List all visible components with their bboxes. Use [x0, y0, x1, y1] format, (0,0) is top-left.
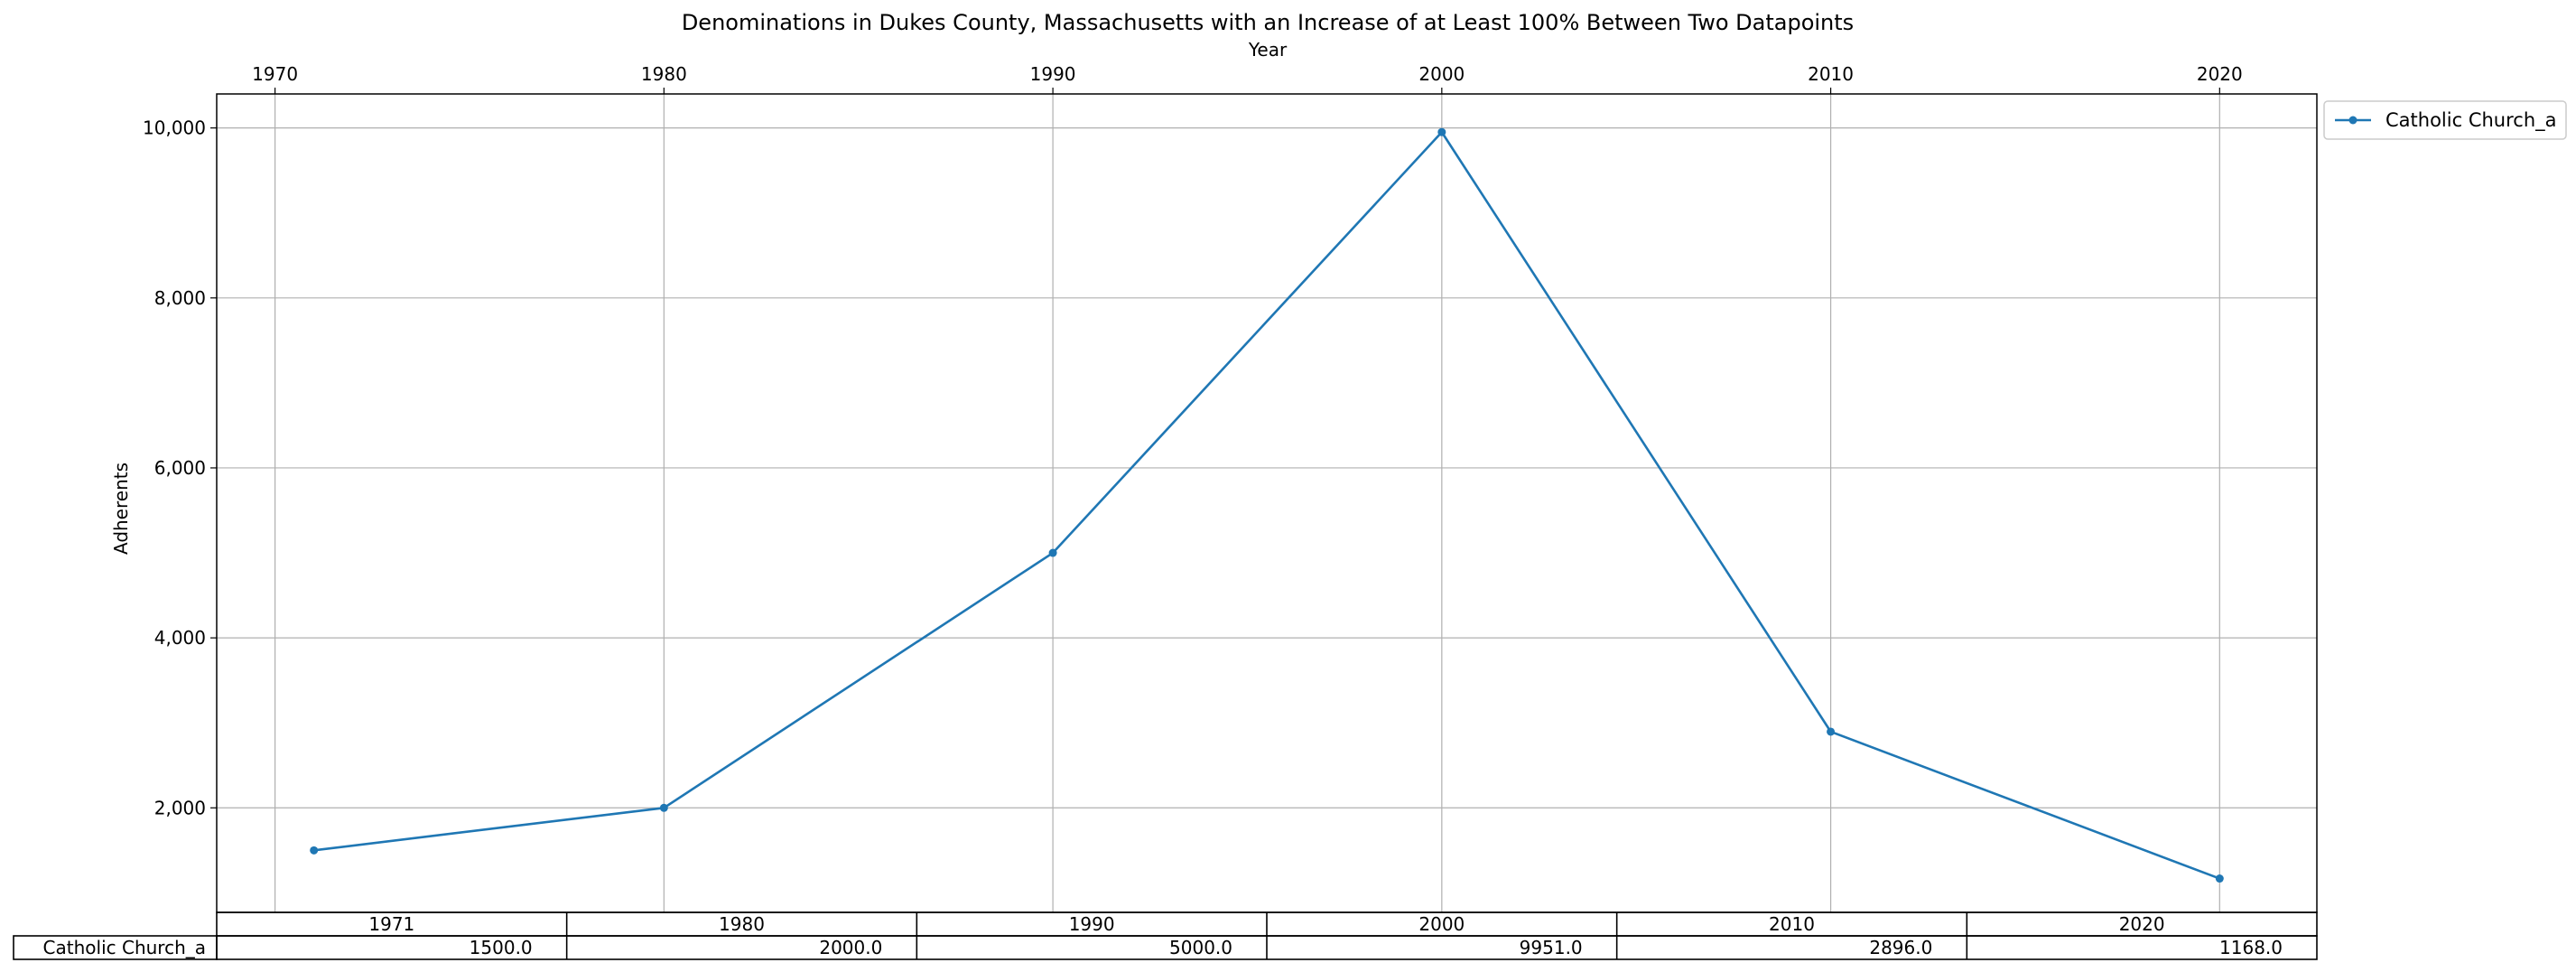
legend-marker-swatch: [2348, 116, 2357, 125]
table-row-label: Catholic Church_a: [43, 937, 206, 958]
series-line: [313, 130, 2220, 880]
data-point: [1048, 548, 1057, 557]
x-tick-label: 2000: [1418, 63, 1465, 85]
grid: [217, 94, 2317, 912]
y-tick-label: 6,000: [154, 457, 206, 479]
x-tick-label: 2020: [2197, 63, 2243, 85]
table-column-header: 1990: [1069, 913, 1115, 935]
data-point: [659, 803, 668, 812]
table-cell: 9951.0: [1520, 937, 1583, 958]
data-table: Catholic Church_a 1971 1500.0 1980 2000.0 199…: [13, 911, 2318, 960]
y-tick-label: 2,000: [154, 797, 206, 818]
data-point: [310, 846, 319, 855]
table-cell: 1168.0: [2219, 937, 2283, 958]
table-column-header: 1980: [719, 913, 765, 935]
axis-ticks: 1970 1980 1990 2000 2010 2020 2,000 4,000 6,000 8…: [143, 63, 2243, 818]
x-tick-label: 1970: [252, 63, 298, 85]
x-tick-label: 1980: [641, 63, 687, 85]
table-cell: 2896.0: [1869, 937, 1932, 958]
data-point: [2215, 874, 2224, 883]
table-row-label-cell: [13, 935, 218, 960]
table-column-header: 2020: [2119, 913, 2165, 935]
legend-box: [2323, 100, 2567, 140]
table-cell: 5000.0: [1169, 937, 1232, 958]
legend-label: Catholic Church_a: [2385, 109, 2557, 132]
data-point: [1827, 727, 1836, 736]
series-layer: [310, 127, 2224, 883]
chart-title: Denominations in Dukes County, Massachus…: [682, 10, 1854, 35]
table-column-header: 2000: [1418, 913, 1465, 935]
y-tick-label: 10,000: [143, 117, 206, 139]
x-axis-label: Year: [1248, 39, 1288, 61]
table-cell: 1500.0: [470, 937, 533, 958]
table-column-header: 1971: [368, 913, 414, 935]
data-point: [1437, 127, 1446, 136]
table-cell: 2000.0: [819, 937, 882, 958]
y-axis-label: Adherents: [110, 463, 132, 555]
x-tick-label: 1990: [1030, 63, 1076, 85]
legend: Catholic Church_a: [2323, 100, 2567, 140]
y-tick-label: 4,000: [154, 627, 206, 649]
y-tick-label: 8,000: [154, 287, 206, 309]
table-column-header: 2010: [1769, 913, 1815, 935]
x-tick-label: 2010: [1808, 63, 1854, 85]
